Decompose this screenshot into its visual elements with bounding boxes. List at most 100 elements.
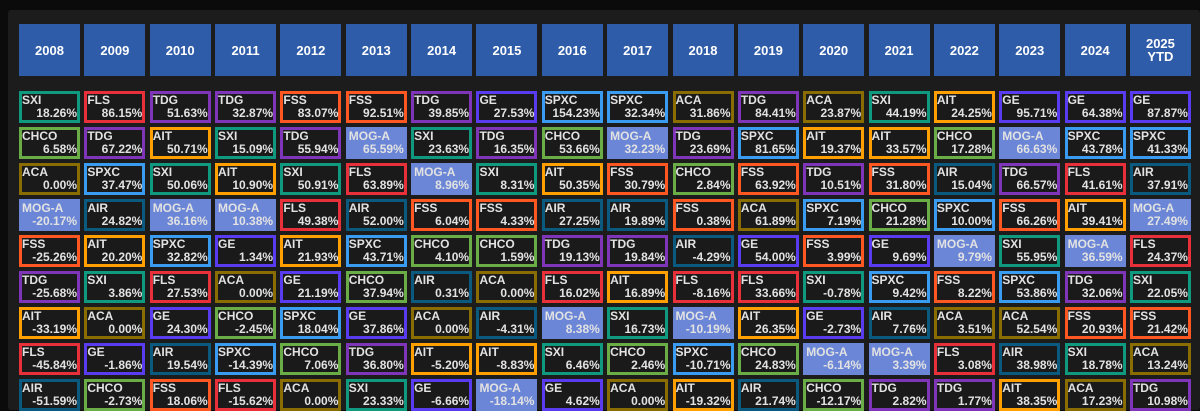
return-cell: FLS 86.15%: [84, 91, 146, 123]
ticker-label: GE: [1002, 93, 1020, 107]
return-value: 16.73%: [624, 322, 666, 336]
return-value: 8.96%: [435, 178, 470, 192]
ticker-label: ACA: [936, 309, 963, 323]
ticker-label: TDG: [610, 237, 636, 251]
ticker-label: ACA: [610, 381, 637, 395]
return-cell: TDG 36.80%: [345, 343, 407, 375]
return-value: 23.69%: [689, 142, 731, 156]
return-cell: TDG 66.57%: [999, 163, 1061, 195]
ticker-label: CHCO: [806, 381, 842, 395]
return-value: 1.59%: [500, 250, 535, 264]
ticker-label: FSS: [740, 165, 765, 179]
ticker-label: AIT: [871, 129, 891, 143]
return-cell: FLS 3.08%: [933, 343, 995, 375]
return-value: 7.76%: [892, 322, 927, 336]
return-value: -1.86%: [104, 358, 143, 372]
ticker-label: TDG: [218, 93, 244, 107]
return-value: 8.22%: [957, 286, 992, 300]
year-header: 2015: [476, 24, 538, 76]
return-cell: SPXC 43.71%: [345, 235, 407, 267]
ticker-label: AIT: [22, 309, 42, 323]
return-cell: GE 24.30%: [149, 307, 211, 339]
ticker-label: MOG-A: [871, 345, 913, 359]
ticker-label: FSS: [936, 273, 961, 287]
return-value: 8.31%: [500, 178, 535, 192]
return-cell: CHCO 6.58%: [19, 127, 80, 159]
ticker-label: MOG-A: [479, 381, 521, 395]
ticker-label: AIT: [740, 309, 761, 323]
ticker-label: ACA: [479, 273, 506, 287]
ticker-label: AIT: [675, 381, 695, 395]
ticker-label: AIT: [283, 237, 303, 251]
return-cell: FLS -15.62%: [215, 379, 277, 411]
return-cell: FLS 41.61%: [1064, 163, 1126, 195]
return-value: 66.26%: [1016, 214, 1058, 228]
year-header: 2017: [607, 24, 669, 76]
return-cell: SXI 18.26%: [19, 91, 80, 123]
return-cell: CHCO 2.46%: [607, 343, 669, 375]
return-value: 0.00%: [108, 322, 143, 336]
return-value: 2.46%: [631, 358, 666, 372]
return-cell: ACA 52.54%: [999, 307, 1061, 339]
return-value: 6.46%: [565, 358, 600, 372]
return-value: 32.82%: [166, 250, 208, 264]
return-cell: FSS 31.80%: [868, 163, 930, 195]
return-cell: AIR -51.59%: [19, 379, 80, 411]
ticker-label: TDG: [283, 129, 309, 143]
return-value: 3.08%: [957, 358, 992, 372]
ticker-label: TDG: [22, 273, 48, 287]
return-cell: CHCO 37.94%: [345, 271, 407, 303]
return-cell: GE 54.00%: [737, 235, 799, 267]
return-cell: CHCO 4.10%: [411, 235, 473, 267]
return-cell: AIT 20.20%: [84, 235, 146, 267]
ticker-label: FSS: [348, 93, 373, 107]
return-value: 53.66%: [559, 142, 600, 156]
return-value: 50.71%: [166, 142, 208, 156]
return-value: 17.28%: [951, 142, 992, 156]
return-value: 10.90%: [232, 178, 274, 192]
return-cell: TDG 16.35%: [476, 127, 538, 159]
ticker-label: SPXC: [806, 201, 839, 215]
ticker-label: ACA: [1132, 345, 1159, 359]
return-value: 50.06%: [166, 178, 208, 192]
return-cell: SPXC 81.65%: [737, 127, 799, 159]
ticker-label: MOG-A: [806, 345, 848, 359]
year-header: 2008: [19, 24, 80, 76]
return-value: 66.63%: [1016, 142, 1058, 156]
ticker-label: FSS: [871, 165, 895, 179]
return-value: 92.51%: [363, 106, 404, 120]
return-value: 24.83%: [755, 358, 796, 372]
return-value: 23.33%: [363, 394, 404, 408]
ticker-label: ACA: [22, 165, 48, 179]
return-cell: MOG-A 65.59%: [345, 127, 407, 159]
return-value: -2.73%: [104, 394, 143, 408]
return-value: 9.69%: [892, 250, 927, 264]
return-cell: FLS -45.84%: [19, 343, 80, 375]
return-cell: ACA 0.00%: [215, 271, 277, 303]
return-cell: AIR -4.29%: [672, 235, 734, 267]
return-value: 23.63%: [428, 142, 470, 156]
return-cell: SXI 6.46%: [541, 343, 603, 375]
return-value: 3.39%: [892, 358, 927, 372]
return-value: 20.20%: [101, 250, 143, 264]
return-value: 39.41%: [1081, 214, 1123, 228]
return-value: 39.85%: [428, 106, 470, 120]
return-value: 0.31%: [435, 286, 470, 300]
return-cell: ACA 0.00%: [607, 379, 669, 411]
return-value: -6.66%: [431, 394, 470, 408]
return-cell: GE -6.66%: [411, 379, 473, 411]
ticker-label: SPXC: [871, 273, 905, 287]
return-value: 9.42%: [892, 286, 927, 300]
ticker-label: FSS: [806, 237, 830, 251]
return-value: 36.80%: [363, 358, 404, 372]
return-value: 19.37%: [820, 142, 862, 156]
return-value: 9.79%: [957, 250, 992, 264]
ticker-label: MOG-A: [544, 309, 587, 323]
return-value: 3.99%: [827, 250, 862, 264]
return-cell: SXI 15.09%: [215, 127, 277, 159]
ticker-label: SXI: [871, 93, 891, 107]
return-value: 7.19%: [827, 214, 862, 228]
ticker-label: CHCO: [283, 345, 319, 359]
ticker-label: MOG-A: [22, 201, 64, 215]
return-value: 37.91%: [1147, 178, 1188, 192]
